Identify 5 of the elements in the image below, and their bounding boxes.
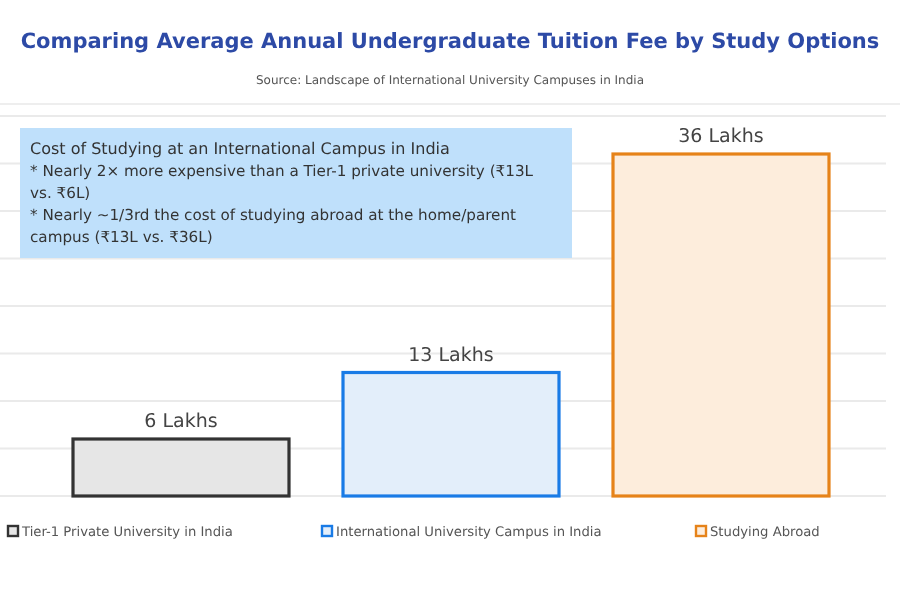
data-label: 13 Lakhs <box>408 344 494 367</box>
chart-title: Comparing Average Annual Undergraduate Tuition Fee by Study Options <box>20 30 880 54</box>
annotation: Cost of Studying at an International Campus in India <box>30 140 450 158</box>
data-label: 36 Lakhs <box>678 126 764 148</box>
data-label: 6 Lakhs <box>144 411 218 433</box>
